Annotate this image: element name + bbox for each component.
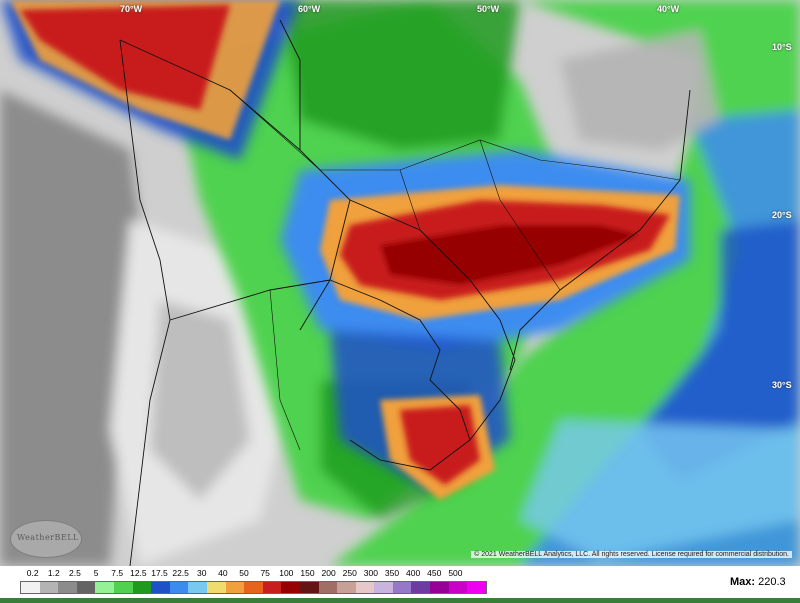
longitude-label: 70°W [120,4,143,14]
ocean-precip-field [330,0,800,566]
legend-tick-label: 1.2 [47,568,60,578]
legend-tick-label: 500 [448,568,463,578]
legend-tick-label: 150 [300,568,315,578]
legend-swatch [169,582,189,593]
legend-tick-labels: 0.2 1.2 2.5 5 7.5 12.5 17.5 22.5 30 40 50 75 100 150 2… [20,568,580,580]
legend-tick-label: 75 [260,568,270,578]
legend-swatch [206,582,226,593]
legend-tick-label: 40 [218,568,228,578]
legend-swatch [411,582,431,593]
color-legend: 0.2 1.2 2.5 5 7.5 12.5 17.5 22.5 30 40 50 75 100 150 2… [0,566,800,603]
legend-tick-label: 400 [406,568,421,578]
legend-tick-label: 450 [427,568,442,578]
legend-swatch [21,582,40,593]
legend-swatch [467,582,486,593]
latitude-label: 20°S [772,210,792,220]
logo-text: WeatherBELL [17,533,79,542]
max-value-readout: Max: 220.3 [730,576,786,588]
country-borders [119,19,691,566]
legend-swatch [39,582,59,593]
legend-swatch [262,582,282,593]
legend-swatch [188,582,207,593]
legend-tick-label: 2.5 [69,568,81,578]
legend-tick-label: 50 [239,568,249,578]
legend-swatch [374,582,393,593]
legend-swatch [430,582,449,593]
legend-tick-label: 12.5 [130,568,147,578]
longitude-label: 40°W [657,4,680,14]
legend-tick-label: 350 [384,568,400,578]
max-value: 220.3 [758,576,786,588]
bottom-border [0,598,800,603]
legend-tick-label: 22.5 [172,568,189,578]
legend-tick-label: 17.5 [151,568,168,578]
legend-tick-label: 200 [321,568,336,578]
legend-tick-label: 250 [342,568,357,578]
legend-swatch [318,582,338,593]
latitude-label: 30°S [772,380,792,390]
legend-swatch [337,582,356,593]
map-canvas [0,0,800,566]
legend-swatch [113,582,133,593]
weatherbell-logo: WeatherBELL [10,520,82,558]
legend-swatch [281,582,300,593]
legend-tick-label: 0.2 [26,568,39,578]
max-label: Max: [730,576,756,588]
legend-swatch [132,582,152,593]
legend-tick-label: 5 [93,568,99,578]
legend-tick-label: 100 [279,568,294,578]
legend-swatch [244,582,263,593]
precipitation-map: 70°W 60°W 50°W 40°W 10°S 20°S 30°S Weath… [0,0,800,567]
latitude-label: 10°S [772,42,792,52]
rain-core-red [20,5,670,485]
legend-swatch [151,582,170,593]
copyright-notice: © 2021 WeatherBELL Analytics, LLC. All r… [471,551,792,558]
legend-swatch [58,582,77,593]
legend-tick-label: 7.5 [111,568,124,578]
legend-color-scale [20,581,487,594]
legend-tick-label: 300 [363,568,378,578]
legend-swatch [299,582,319,593]
legend-swatch [392,582,412,593]
legend-swatch [225,582,245,593]
longitude-label: 60°W [298,4,321,14]
legend-swatch [355,582,375,593]
longitude-label: 50°W [477,4,500,14]
legend-swatch [76,582,96,593]
legend-tick-label: 30 [197,568,207,578]
legend-swatch [95,582,114,593]
legend-swatch [448,582,468,593]
